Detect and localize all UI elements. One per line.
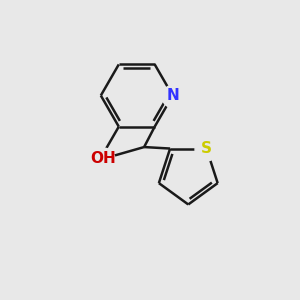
Text: S: S xyxy=(201,141,212,156)
Text: OH: OH xyxy=(90,151,116,166)
Text: N: N xyxy=(166,88,179,103)
